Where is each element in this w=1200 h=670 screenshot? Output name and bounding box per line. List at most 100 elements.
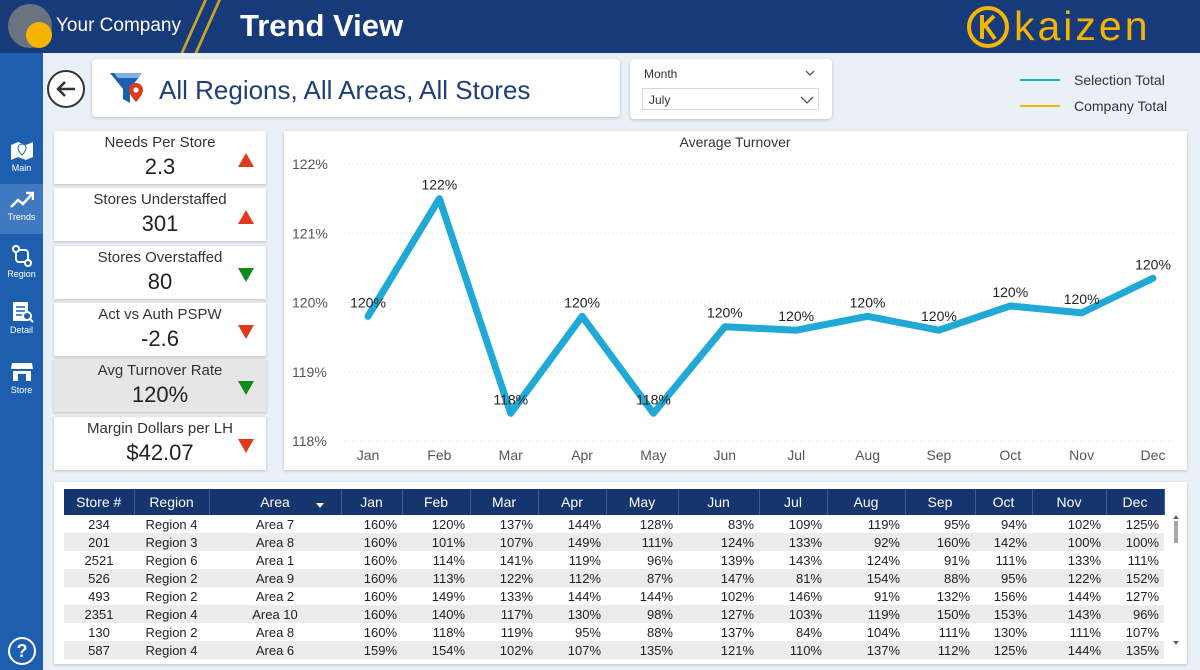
table-cell: 111% (995, 552, 1027, 568)
column-header[interactable]: Jun (678, 489, 760, 515)
table-row[interactable]: 493 Region 2 Area 2 160% 149% 133% 144% 144% 102… (64, 587, 1164, 605)
table-cell: 201 (64, 533, 134, 551)
triangle-up-icon (238, 210, 254, 224)
column-header[interactable]: Dec (1106, 489, 1165, 515)
data-point (436, 195, 443, 202)
kpi-avg-turnover[interactable]: Avg Turnover Rate 120% (54, 359, 266, 412)
x-tick-label: Apr (571, 447, 593, 463)
table-cell: 84% (795, 624, 822, 640)
table-cell: 107% (470, 533, 538, 551)
x-tick-label: Jul (787, 447, 805, 463)
data-label: 120% (350, 294, 386, 310)
column-header[interactable]: Nov (1032, 489, 1107, 515)
region-icon (11, 245, 32, 267)
series-line (364, 195, 1157, 417)
arrow-left-icon (56, 81, 75, 97)
table-row[interactable]: 2351 Region 4 Area 10 160% 140% 117% 130% 98% 12… (64, 605, 1164, 623)
table-cell: Region 6 (145, 552, 198, 568)
column-header[interactable]: Store # (64, 489, 135, 515)
table-cell: 160% (341, 533, 402, 551)
column-header[interactable]: Mar (470, 489, 539, 515)
kpi-act-vs-auth[interactable]: Act vs Auth PSPW -2.6 (54, 303, 266, 356)
month-dropdown[interactable]: July (642, 88, 819, 110)
y-tick-label: 121% (292, 225, 328, 241)
table-row[interactable]: 526 Region 2 Area 9 160% 113% 122% 112% 87% 147%… (64, 569, 1164, 587)
table-cell: 88% (646, 624, 673, 640)
triangle-down-icon (238, 381, 254, 395)
table-row[interactable]: 2521 Region 6 Area 1 160% 114% 141% 119% 96% 139… (64, 551, 1164, 569)
table-cell: 124% (866, 552, 900, 568)
table-cell: 119% (867, 516, 900, 532)
table-cell: 144% (639, 588, 673, 604)
table-cell: 102% (1067, 516, 1101, 532)
table-cell: 122% (1032, 569, 1106, 587)
table-cell: 111% (1127, 552, 1159, 568)
table-row[interactable]: 587 Region 4 Area 6 159% 154% 102% 107% 135% 121… (64, 641, 1164, 659)
kpi-label: Avg Turnover Rate (97, 362, 223, 379)
table-cell: 113% (402, 569, 470, 587)
table-row[interactable]: 234 Region 4 Area 7 160% 120% 137% 144% 128% 83%… (64, 515, 1164, 533)
brand-name: kaizen (1014, 3, 1151, 49)
table-header-row: Store # Region Area Jan Feb Mar Apr May Jun Jul Au… (64, 489, 1165, 515)
table-cell: 104% (866, 624, 900, 640)
kpi-stores-overstaffed[interactable]: Stores Overstaffed 80 (54, 246, 266, 299)
data-label: 120% (1135, 256, 1171, 272)
table-cell: 81% (759, 569, 827, 587)
column-header[interactable]: Jan (315, 489, 403, 515)
table-row[interactable]: 130 Region 2 Area 8 160% 118% 119% 95% 88% 137% 8… (64, 623, 1164, 641)
table-cell: 121% (678, 641, 759, 659)
column-header[interactable]: Oct (975, 489, 1033, 515)
kpi-stores-understaffed[interactable]: Stores Understaffed 301 (54, 188, 266, 241)
table-scrollbar[interactable] (1172, 515, 1180, 645)
legend-line-company (1020, 105, 1060, 107)
month-slicer-title: Month (644, 67, 678, 81)
data-label: 120% (564, 294, 600, 310)
column-header[interactable]: Area (209, 489, 342, 515)
sidebar-item-label: Region (7, 269, 36, 279)
table-cell: 130 (88, 624, 110, 640)
data-point (721, 323, 728, 330)
chevron-down-icon[interactable] (804, 67, 816, 79)
sidebar-item-main[interactable]: Main (0, 135, 43, 185)
help-button[interactable]: ? (8, 637, 36, 665)
table-cell: 124% (678, 533, 759, 551)
table-cell: 100% (1106, 533, 1164, 551)
month-slicer: Month July (630, 59, 832, 119)
trend-icon (9, 191, 34, 208)
column-header[interactable]: Feb (402, 489, 471, 515)
table-cell: 117% (470, 605, 538, 623)
sidebar-item-detail[interactable]: Detail (0, 295, 43, 345)
sidebar-item-label: Detail (9, 325, 33, 335)
table-cell: 143% (788, 552, 822, 568)
kpi-needs-per-store[interactable]: Needs Per Store 2.3 (54, 131, 266, 184)
table-cell: 111% (606, 533, 678, 551)
column-header[interactable]: Jul (759, 489, 828, 515)
filter-summary: All Regions, All Areas, All Stores (92, 59, 620, 117)
table-cell: 98% (606, 605, 678, 623)
column-header[interactable]: Region (134, 489, 210, 515)
table-cell: 149% (431, 588, 465, 604)
back-button[interactable] (47, 70, 85, 108)
kaizen-logo: kaizen (964, 2, 1196, 52)
table-cell: 114% (432, 552, 465, 568)
column-header[interactable]: Aug (827, 489, 906, 515)
kpi-margin-dollars[interactable]: Margin Dollars per LH $42.07 (54, 417, 266, 470)
table-cell: 160% (363, 552, 397, 568)
column-header[interactable]: Sep (905, 489, 976, 515)
column-header[interactable]: May (606, 489, 679, 515)
table-cell: 128% (639, 516, 673, 532)
sidebar-item-trends[interactable]: Trends (0, 184, 43, 234)
sidebar-item-store[interactable]: Store (0, 355, 43, 405)
table-cell: 100% (1032, 533, 1106, 551)
data-label: 120% (992, 284, 1028, 300)
table-cell: 107% (538, 641, 606, 659)
column-header[interactable]: Apr (538, 489, 607, 515)
triangle-down-icon (238, 325, 254, 339)
table-cell: Region 2 (134, 569, 209, 587)
sidebar-item-region[interactable]: Region (0, 239, 43, 289)
table-row[interactable]: 201 Region 3 Area 8 160% 101% 107% 149% 111% 124… (64, 533, 1164, 551)
table-cell: 137% (720, 624, 754, 640)
table-cell: 91% (943, 552, 970, 568)
table-cell: 139% (720, 552, 754, 568)
kpi-label: Stores Overstaffed (97, 249, 223, 266)
